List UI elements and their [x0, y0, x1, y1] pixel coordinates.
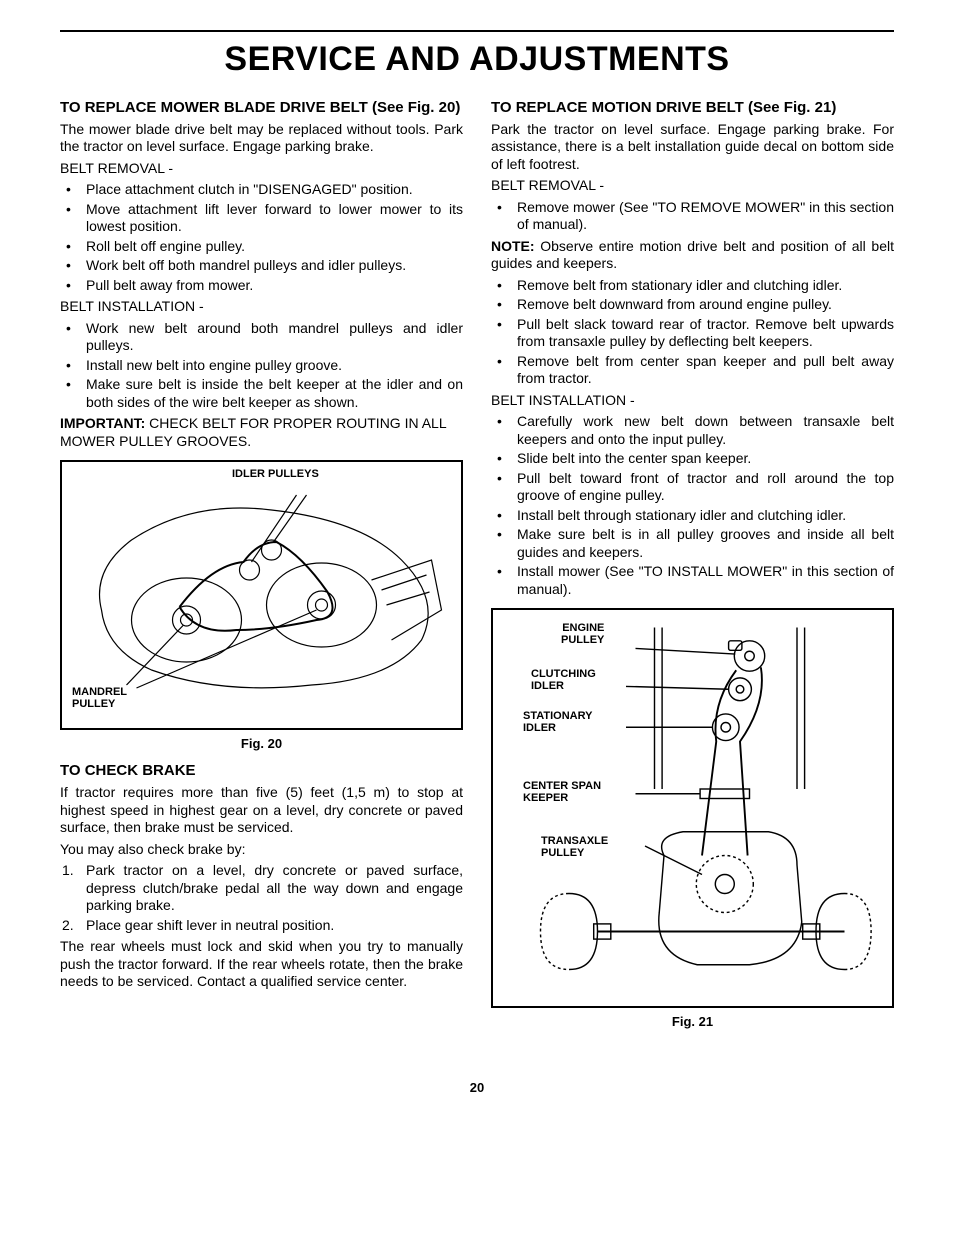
belt-install-label: BELT INSTALLATION -: [491, 392, 894, 410]
label-text: ENGINE: [562, 622, 604, 634]
right-column: TO REPLACE MOTION DRIVE BELT (See Fig. 2…: [491, 95, 894, 1041]
label-text: PULLEY: [561, 634, 604, 646]
install-list: Work new belt around both mandrel pulley…: [60, 320, 463, 412]
note-text: Observe entire motion drive belt and pos…: [491, 238, 894, 272]
important-note: IMPORTANT: CHECK BELT FOR PROPER ROUTING…: [60, 415, 463, 450]
install-list: Carefully work new belt down between tra…: [491, 413, 894, 598]
list-item: Slide belt into the center span keeper.: [491, 450, 894, 468]
label-clutching-idler: CLUTCHING IDLER: [531, 668, 596, 692]
section-heading-replace-blade-belt: TO REPLACE MOWER BLADE DRIVE BELT (See F…: [60, 99, 463, 117]
list-item: Remove belt from center span keeper and …: [491, 353, 894, 388]
label-text: IDLER: [531, 680, 564, 692]
list-item: Remove mower (See "TO REMOVE MOWER" in t…: [491, 199, 894, 234]
belt-removal-label: BELT REMOVAL -: [60, 160, 463, 178]
left-column: TO REPLACE MOWER BLADE DRIVE BELT (See F…: [60, 95, 463, 1041]
list-item: Install new belt into engine pulley groo…: [60, 357, 463, 375]
list-item: Pull belt away from mower.: [60, 277, 463, 295]
label-text: CLUTCHING: [531, 668, 596, 680]
list-item: Work belt off both mandrel pulleys and i…: [60, 257, 463, 275]
note-label: NOTE:: [491, 238, 535, 254]
label-center-span-keeper: CENTER SPAN KEEPER: [523, 780, 601, 804]
two-column-layout: TO REPLACE MOWER BLADE DRIVE BELT (See F…: [60, 95, 894, 1041]
label-transaxle-pulley: TRANSAXLE PULLEY: [541, 835, 608, 859]
page-title: SERVICE AND ADJUSTMENTS: [60, 38, 894, 81]
intro-text: The mower blade drive belt may be replac…: [60, 121, 463, 156]
removal-list: Place attachment clutch in "DISENGAGED" …: [60, 181, 463, 294]
list-item: Park tractor on a level, dry concrete or…: [60, 862, 463, 915]
figure-20-caption: Fig. 20: [60, 736, 463, 752]
label-text: PULLEY: [541, 847, 584, 859]
top-rule: [60, 30, 894, 32]
list-item: Place gear shift lever in neutral positi…: [60, 917, 463, 935]
list-item: Remove belt downward from around engine …: [491, 296, 894, 314]
list-item: Work new belt around both mandrel pulley…: [60, 320, 463, 355]
list-item: Roll belt off engine pulley.: [60, 238, 463, 256]
list-item: Install mower (See "TO INSTALL MOWER" in…: [491, 563, 894, 598]
label-text: PULLEY: [72, 698, 115, 710]
list-item: Install belt through stationary idler an…: [491, 507, 894, 525]
section-heading-check-brake: TO CHECK BRAKE: [60, 762, 463, 780]
note: NOTE: Observe entire motion drive belt a…: [491, 238, 894, 273]
belt-install-label: BELT INSTALLATION -: [60, 298, 463, 316]
list-item: Remove belt from stationary idler and cl…: [491, 277, 894, 295]
label-text: KEEPER: [523, 792, 568, 804]
label-text: IDLER: [523, 722, 556, 734]
label-text: CENTER SPAN: [523, 780, 601, 792]
label-idler-pulleys: IDLER PULLEYS: [232, 468, 319, 480]
list-item: Place attachment clutch in "DISENGAGED" …: [60, 181, 463, 199]
page-number: 20: [60, 1080, 894, 1096]
label-engine-pulley: ENGINE PULLEY: [561, 622, 604, 646]
label-mandrel: MANDREL PULLEY: [72, 686, 127, 710]
figure-20-diagram: [70, 470, 453, 720]
label-text: TRANSAXLE: [541, 835, 608, 847]
brake-p3: The rear wheels must lock and skid when …: [60, 938, 463, 991]
intro-text: Park the tractor on level surface. Engag…: [491, 121, 894, 174]
list-item: Make sure belt is in all pulley grooves …: [491, 526, 894, 561]
list-item: Pull belt toward front of tractor and ro…: [491, 470, 894, 505]
brake-p2: You may also check brake by:: [60, 841, 463, 859]
brake-p1: If tractor requires more than five (5) f…: [60, 784, 463, 837]
figure-21-box: ENGINE PULLEY CLUTCHING IDLER STATIONARY…: [491, 608, 894, 1008]
section-heading-replace-motion-belt: TO REPLACE MOTION DRIVE BELT (See Fig. 2…: [491, 99, 894, 117]
important-label: IMPORTANT:: [60, 415, 145, 431]
label-text: STATIONARY: [523, 710, 592, 722]
list-item: Pull belt slack toward rear of tractor. …: [491, 316, 894, 351]
removal-list-1: Remove mower (See "TO REMOVE MOWER" in t…: [491, 199, 894, 234]
brake-steps: Park tractor on a level, dry concrete or…: [60, 862, 463, 934]
list-item: Move attachment lift lever forward to lo…: [60, 201, 463, 236]
figure-21-caption: Fig. 21: [491, 1014, 894, 1030]
figure-20-box: IDLER PULLEYS MANDREL PULLEY: [60, 460, 463, 730]
list-item: Make sure belt is inside the belt keeper…: [60, 376, 463, 411]
list-item: Carefully work new belt down between tra…: [491, 413, 894, 448]
label-stationary-idler: STATIONARY IDLER: [523, 710, 592, 734]
belt-removal-label: BELT REMOVAL -: [491, 177, 894, 195]
removal-list-2: Remove belt from stationary idler and cl…: [491, 277, 894, 388]
label-text: MANDREL: [72, 686, 127, 698]
